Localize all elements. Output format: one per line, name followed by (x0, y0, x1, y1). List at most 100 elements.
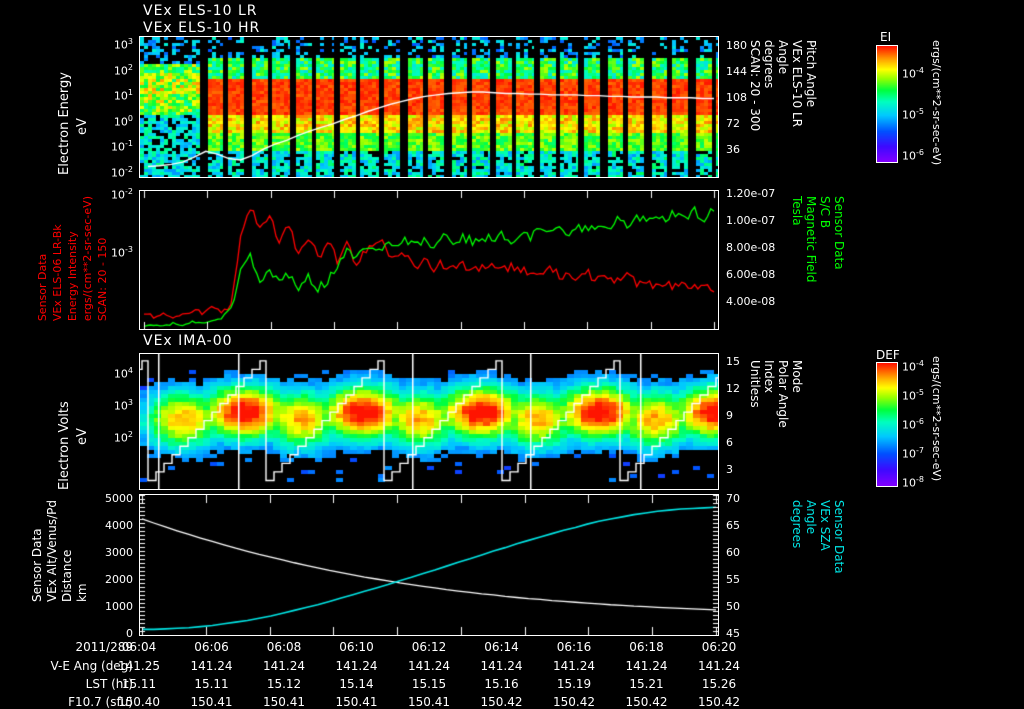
table-cell: 15.26 (701, 677, 737, 691)
table-cell: 06:06 (194, 640, 229, 654)
table-cell: 141.24 (408, 659, 450, 673)
table-cell: 06:12 (411, 640, 447, 654)
axis-tick-label: 65 (726, 519, 740, 532)
panel3-right-label-0: Mode (790, 360, 804, 393)
panel2-lineplot[interactable] (139, 190, 719, 330)
axis-tick-label: 9 (726, 409, 733, 422)
table-row-label: 2011/289 (75, 640, 134, 654)
axis-tick-label: 1.20e-07 (726, 187, 776, 200)
panel1-right-label-1: VEx ELS-10 LR (790, 40, 804, 128)
table-cell: 150.42 (480, 695, 523, 709)
table-cell: 141.24 (263, 659, 305, 673)
colorbar2-units-text: ergs/(cm**2-sr-sec-eV) (930, 356, 943, 482)
axis-tick-label: 180 (726, 39, 747, 52)
axis-tick-label: 36 (726, 143, 740, 156)
table-cell: 06:08 (266, 640, 302, 654)
axis-tick-label: 10-5 (902, 107, 924, 122)
panel4-right-label-0: Sensor Data (832, 500, 846, 574)
axis-tick-label: 10-4 (902, 359, 924, 374)
panel2-right-label-2: Magnetic Field (804, 196, 818, 283)
axis-tick-label: 104 (113, 366, 133, 381)
table-cell: 06:18 (629, 640, 664, 654)
table-row-label: V-E Ang (deg) (50, 659, 133, 673)
table-row-label: F10.7 (sfu) (68, 695, 133, 709)
table-cell: 150.41 (190, 695, 233, 709)
panel3-right-label-3: Unitless (748, 360, 762, 408)
axis-tick-label: 15 (726, 355, 740, 368)
axis-tick-label: 45 (726, 627, 740, 640)
axis-tick-label: 3000 (105, 546, 133, 559)
table-cell: 06:16 (556, 640, 592, 654)
table-cell: 06:04 (121, 640, 157, 654)
panel4-right-label-1: VEx SZA (818, 500, 832, 551)
panel1-spectrogram[interactable] (139, 36, 719, 178)
colorbar1-title: EI (880, 30, 892, 44)
axis-tick-label: 60 (726, 546, 740, 559)
panel3-right-label-2: Index (762, 360, 776, 394)
table-cell: 150.42 (553, 695, 595, 709)
table-cell: 141.24 (480, 659, 523, 673)
panel1-right-label-3: degrees (762, 40, 776, 89)
table-cell: 15.16 (484, 677, 519, 691)
panel4-right-label-2: Angle (804, 500, 818, 535)
axis-tick-label: 100 (113, 113, 133, 129)
colorbar2-units: ergs/(cm**2-sr-sec-eV) (930, 356, 943, 485)
table-cell: 15.15 (411, 677, 447, 691)
panel3-right-axis-label: Mode Polar Angle Index Unitless (748, 360, 804, 428)
axis-tick-label: 12 (726, 382, 740, 395)
table-cell: 15.12 (266, 677, 302, 691)
axis-tick-label: 10-3 (111, 245, 133, 260)
panel1-title-line1: VEx ELS-10 LR (143, 3, 258, 19)
axis-tick-label: 103 (113, 398, 133, 413)
table-cell: 06:20 (701, 640, 737, 654)
panel2-right-label-0: Sensor Data (832, 196, 846, 270)
axis-tick-label: 72 (726, 117, 740, 130)
axis-tick-label: 5000 (105, 492, 133, 505)
table-row-label: LST (hr) (85, 677, 133, 691)
table-cell: 150.42 (698, 695, 740, 709)
table-cell: 15.11 (194, 677, 229, 691)
table-cell: 150.40 (118, 695, 160, 709)
colorbar1-units-text: ergs/(cm**2-sr-sec-eV) (930, 40, 943, 166)
axis-tick-label: 10-6 (902, 417, 924, 432)
colorbar1 (876, 45, 898, 163)
table-cell: 141.24 (698, 659, 740, 673)
axis-tick-label: 8.00e-08 (726, 241, 776, 254)
table-cell: 141.24 (625, 659, 668, 673)
axis-tick-label: 10-6 (902, 148, 924, 163)
panel4-lineplot[interactable] (139, 494, 719, 636)
axis-tick-label: 10-7 (902, 446, 924, 461)
table-cell: 15.19 (556, 677, 592, 691)
table-cell: 06:14 (484, 640, 519, 654)
axis-tick-label: 4.00e-08 (726, 295, 776, 308)
colorbar2-title: DEF (876, 348, 900, 362)
panel3-spectrogram[interactable] (139, 353, 719, 490)
axis-tick-label: 10-4 (902, 66, 924, 81)
axis-tick-label: 10-1 (111, 139, 133, 155)
table-cell: 150.41 (263, 695, 305, 709)
colorbar2 (876, 362, 898, 487)
axis-tick-label: 50 (726, 600, 740, 613)
panel1-right-axis-label: Pitch Angle VEx ELS-10 LR Angle degrees … (748, 40, 818, 131)
axis-tick-label: 55 (726, 573, 740, 586)
axis-tick-label: 10-2 (111, 187, 133, 202)
axis-tick-label: 3 (726, 463, 733, 476)
table-cell: 150.41 (408, 695, 450, 709)
bottom-data-table: 2011/289 V-E Ang (deg) LST (hr) F10.7 (sfu)… (0, 640, 1024, 709)
axis-tick-label: 102 (113, 430, 133, 445)
panel1-title-line2: VEx ELS-10 HR (143, 20, 261, 36)
axis-tick-label: 6 (726, 436, 733, 449)
panel3-left-axis-label-text: Electron Volts (57, 401, 72, 490)
axis-tick-label: 10-2 (111, 165, 133, 180)
panel2-right-label-3: Tesla (790, 196, 804, 226)
panel2-right-label-1: S/C B (818, 196, 832, 229)
axis-tick-label: 1.00e-07 (726, 214, 776, 227)
panel3-title: VEx IMA-00 (143, 333, 233, 349)
table-cell: 141.25 (118, 659, 160, 673)
colorbar1-units: ergs/(cm**2-sr-sec-eV) (930, 40, 943, 169)
table-cell: 141.24 (190, 659, 233, 673)
panel4-right-axis-label: Sensor Data VEx SZA Angle degrees (790, 500, 846, 574)
table-cell: 06:10 (339, 640, 374, 654)
axis-tick-label: 101 (113, 88, 133, 103)
